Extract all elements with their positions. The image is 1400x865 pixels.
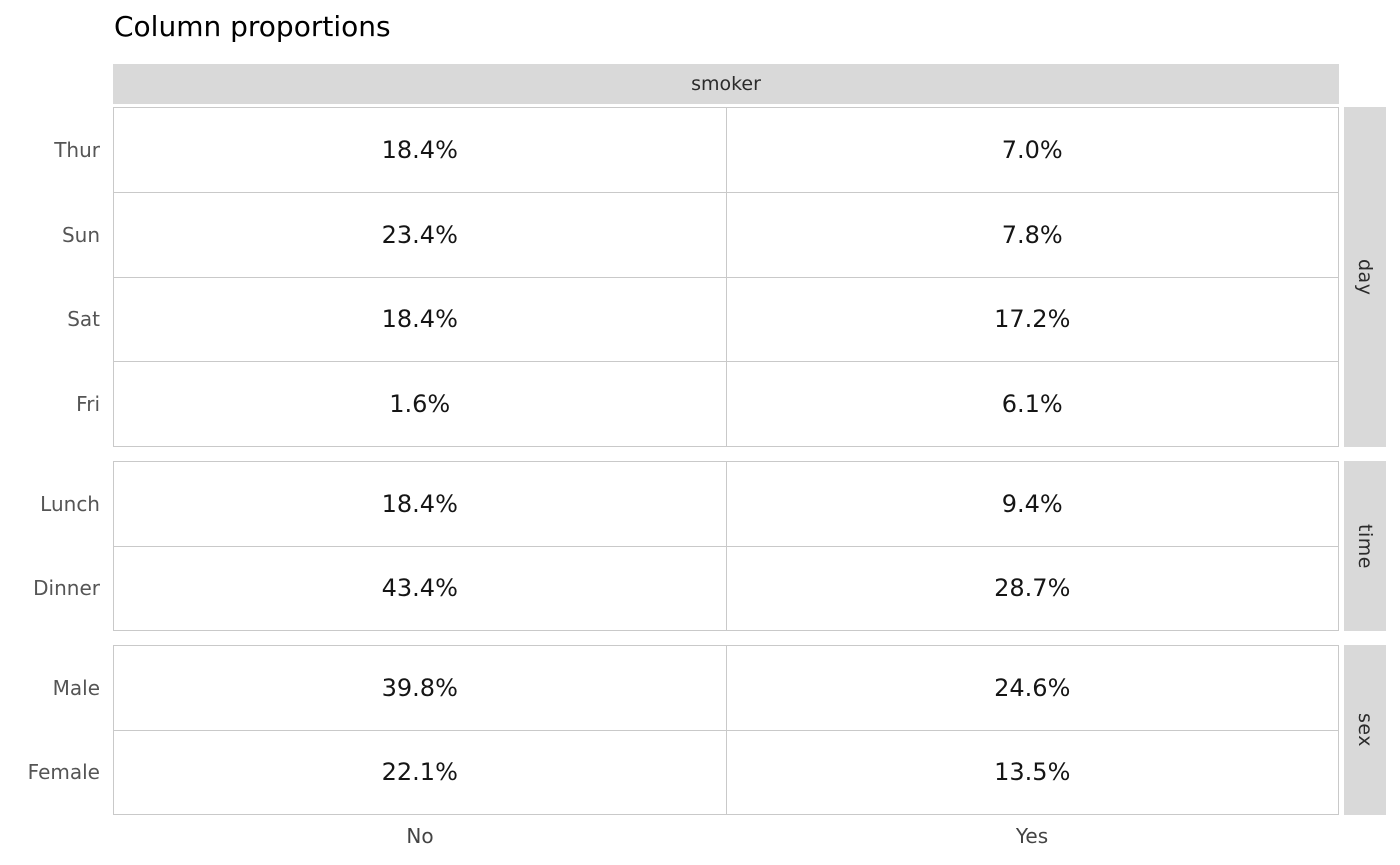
- table-cell: 24.6%: [725, 646, 1339, 730]
- table-cell: 43.4%: [381, 574, 458, 603]
- row-label: Male: [52, 675, 100, 700]
- row-group-sex: Male 39.8% 24.6% Female 22.1% 13.5%: [28, 645, 1339, 815]
- row-group-label: sex: [1354, 713, 1376, 747]
- table-cell: 22.1%: [381, 758, 458, 787]
- table-row: Fri 1.6% 6.1%: [76, 361, 1339, 446]
- row-label: Sat: [67, 307, 100, 332]
- table-cell: 6.1%: [725, 362, 1339, 446]
- chart-title: Column proportions: [114, 10, 391, 43]
- table-cell: 39.8%: [381, 673, 458, 702]
- table-row: Dinner 43.4% 28.7%: [33, 545, 1339, 630]
- table-cell: 7.8%: [725, 192, 1339, 277]
- column-group-label: smoker: [691, 73, 761, 95]
- column-label-yes: Yes: [1015, 824, 1049, 848]
- table-row: Thur 18.4% 7.0%: [54, 108, 1339, 192]
- row-group-band-day: day: [1344, 107, 1386, 447]
- table-row: Lunch 18.4% 9.4%: [40, 462, 1339, 546]
- table-cell: 17.2%: [725, 277, 1339, 362]
- table-row: Sat 18.4% 17.2%: [67, 276, 1339, 362]
- table-row: Sun 23.4% 7.8%: [62, 191, 1339, 277]
- table-cell: 13.5%: [725, 730, 1339, 814]
- row-group-band-sex: sex: [1344, 645, 1386, 815]
- table-cell: 1.6%: [389, 390, 451, 419]
- table-row: Male 39.8% 24.6%: [53, 646, 1339, 730]
- column-group-header: smoker: [113, 64, 1339, 104]
- table-cell: 28.7%: [725, 546, 1339, 630]
- row-label: Lunch: [40, 491, 100, 516]
- row-group-day: Thur 18.4% 7.0% Sun 23.4% 7.8% Sat 18.4%…: [54, 107, 1339, 447]
- table-cell: 9.4%: [725, 462, 1339, 546]
- row-label: Dinner: [33, 576, 100, 601]
- table-cell: 23.4%: [381, 220, 458, 249]
- row-group-time: Lunch 18.4% 9.4% Dinner 43.4% 28.7%: [33, 461, 1339, 631]
- row-group-label: time: [1354, 523, 1376, 569]
- table-cell: 18.4%: [381, 305, 458, 334]
- table-cell: 18.4%: [381, 489, 458, 518]
- row-label: Thur: [54, 137, 100, 162]
- row-group-label: day: [1354, 258, 1376, 296]
- row-label: Female: [27, 760, 100, 785]
- row-label: Fri: [76, 392, 100, 417]
- table-cell: 7.0%: [725, 108, 1339, 192]
- row-label: Sun: [61, 222, 100, 247]
- column-label-no: No: [406, 824, 434, 848]
- table-row: Female 22.1% 13.5%: [28, 729, 1339, 814]
- table-cell: 18.4%: [381, 135, 458, 164]
- row-group-band-time: time: [1344, 461, 1386, 631]
